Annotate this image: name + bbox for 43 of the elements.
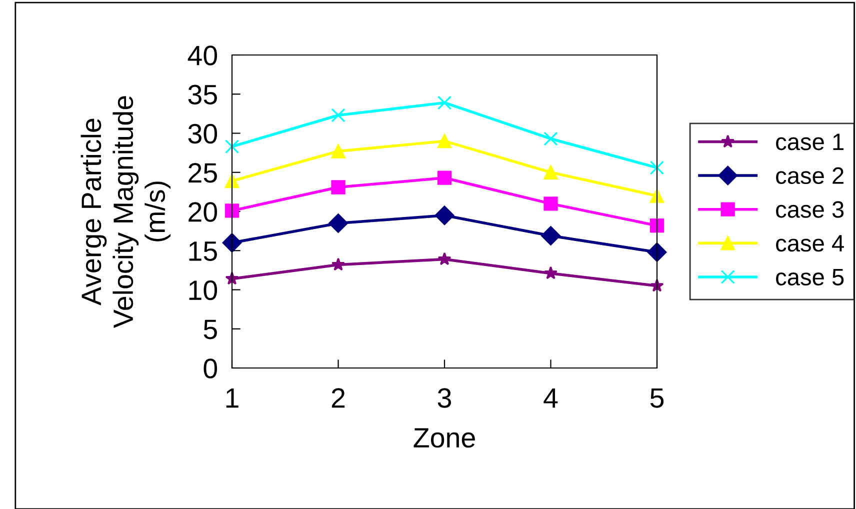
y-axis-title: Averge Particle Velocity Magnitude (m/s) <box>80 96 171 328</box>
legend-label: case 5 <box>776 268 844 286</box>
y-tick-label: 40 <box>188 46 218 66</box>
y-tick-label: 20 <box>188 202 218 222</box>
point <box>331 108 346 122</box>
x-axis-title: Zone <box>414 428 475 448</box>
point <box>437 96 452 110</box>
point <box>437 134 452 148</box>
point <box>541 226 560 246</box>
point <box>331 144 346 158</box>
point <box>434 206 454 226</box>
point <box>437 170 452 185</box>
y-tick-label: 25 <box>188 163 217 183</box>
point <box>222 233 242 252</box>
point <box>544 266 558 280</box>
y-tick-label: 30 <box>188 124 218 144</box>
point <box>328 214 348 233</box>
x-tick-label: 4 <box>544 388 558 408</box>
x-tick-label: 1 <box>226 388 238 408</box>
point <box>650 188 664 203</box>
x-tick-label: 2 <box>332 388 345 408</box>
point <box>544 165 558 180</box>
point <box>224 204 240 218</box>
point <box>650 218 664 233</box>
y-tick-label: 35 <box>188 84 217 104</box>
point <box>544 132 558 146</box>
point <box>331 258 346 271</box>
x-tick-label: 3 <box>438 388 452 408</box>
legend-label: case 1 <box>776 134 844 150</box>
point <box>647 242 667 262</box>
y-tick-label: 10 <box>189 280 218 300</box>
y-tick-label: 15 <box>189 242 217 261</box>
legend-label: case 4 <box>776 235 844 252</box>
y-tick-label: 5 <box>204 320 217 340</box>
point <box>544 196 558 211</box>
point <box>224 139 240 154</box>
legend-label: case 2 <box>776 167 844 184</box>
x-tick-label: 5 <box>650 388 664 408</box>
point <box>438 252 452 266</box>
point <box>331 180 346 194</box>
y-tick-label: 0 <box>204 358 218 378</box>
point <box>650 160 664 175</box>
legend-label: case 3 <box>776 201 844 218</box>
